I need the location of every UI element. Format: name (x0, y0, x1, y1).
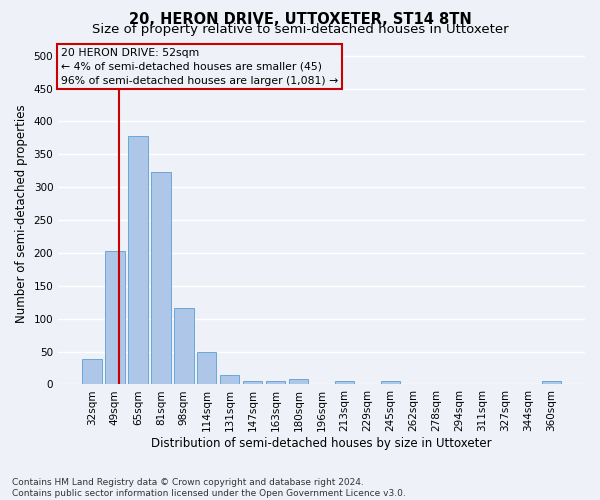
Bar (82, 360, 101, 384)
Bar (220, 374, 239, 384)
Bar (335, 381, 355, 384)
Text: 20 HERON DRIVE: 52sqm
← 4% of semi-detached houses are smaller (45)
96% of semi-: 20 HERON DRIVE: 52sqm ← 4% of semi-detac… (61, 48, 338, 86)
Y-axis label: Number of semi-detached properties: Number of semi-detached properties (15, 104, 28, 323)
Bar (151, 172, 170, 384)
Bar (105, 251, 125, 384)
Bar (243, 380, 262, 384)
Bar (128, 136, 148, 384)
Bar (174, 308, 194, 384)
Bar (266, 380, 286, 384)
Bar (381, 381, 400, 384)
Text: Size of property relative to semi-detached houses in Uttoxeter: Size of property relative to semi-detach… (92, 22, 508, 36)
Bar (289, 379, 308, 384)
Text: 20, HERON DRIVE, UTTOXETER, ST14 8TN: 20, HERON DRIVE, UTTOXETER, ST14 8TN (128, 12, 472, 28)
Text: Contains HM Land Registry data © Crown copyright and database right 2024.
Contai: Contains HM Land Registry data © Crown c… (12, 478, 406, 498)
Bar (197, 352, 217, 384)
X-axis label: Distribution of semi-detached houses by size in Uttoxeter: Distribution of semi-detached houses by … (151, 437, 492, 450)
Bar (542, 381, 561, 384)
